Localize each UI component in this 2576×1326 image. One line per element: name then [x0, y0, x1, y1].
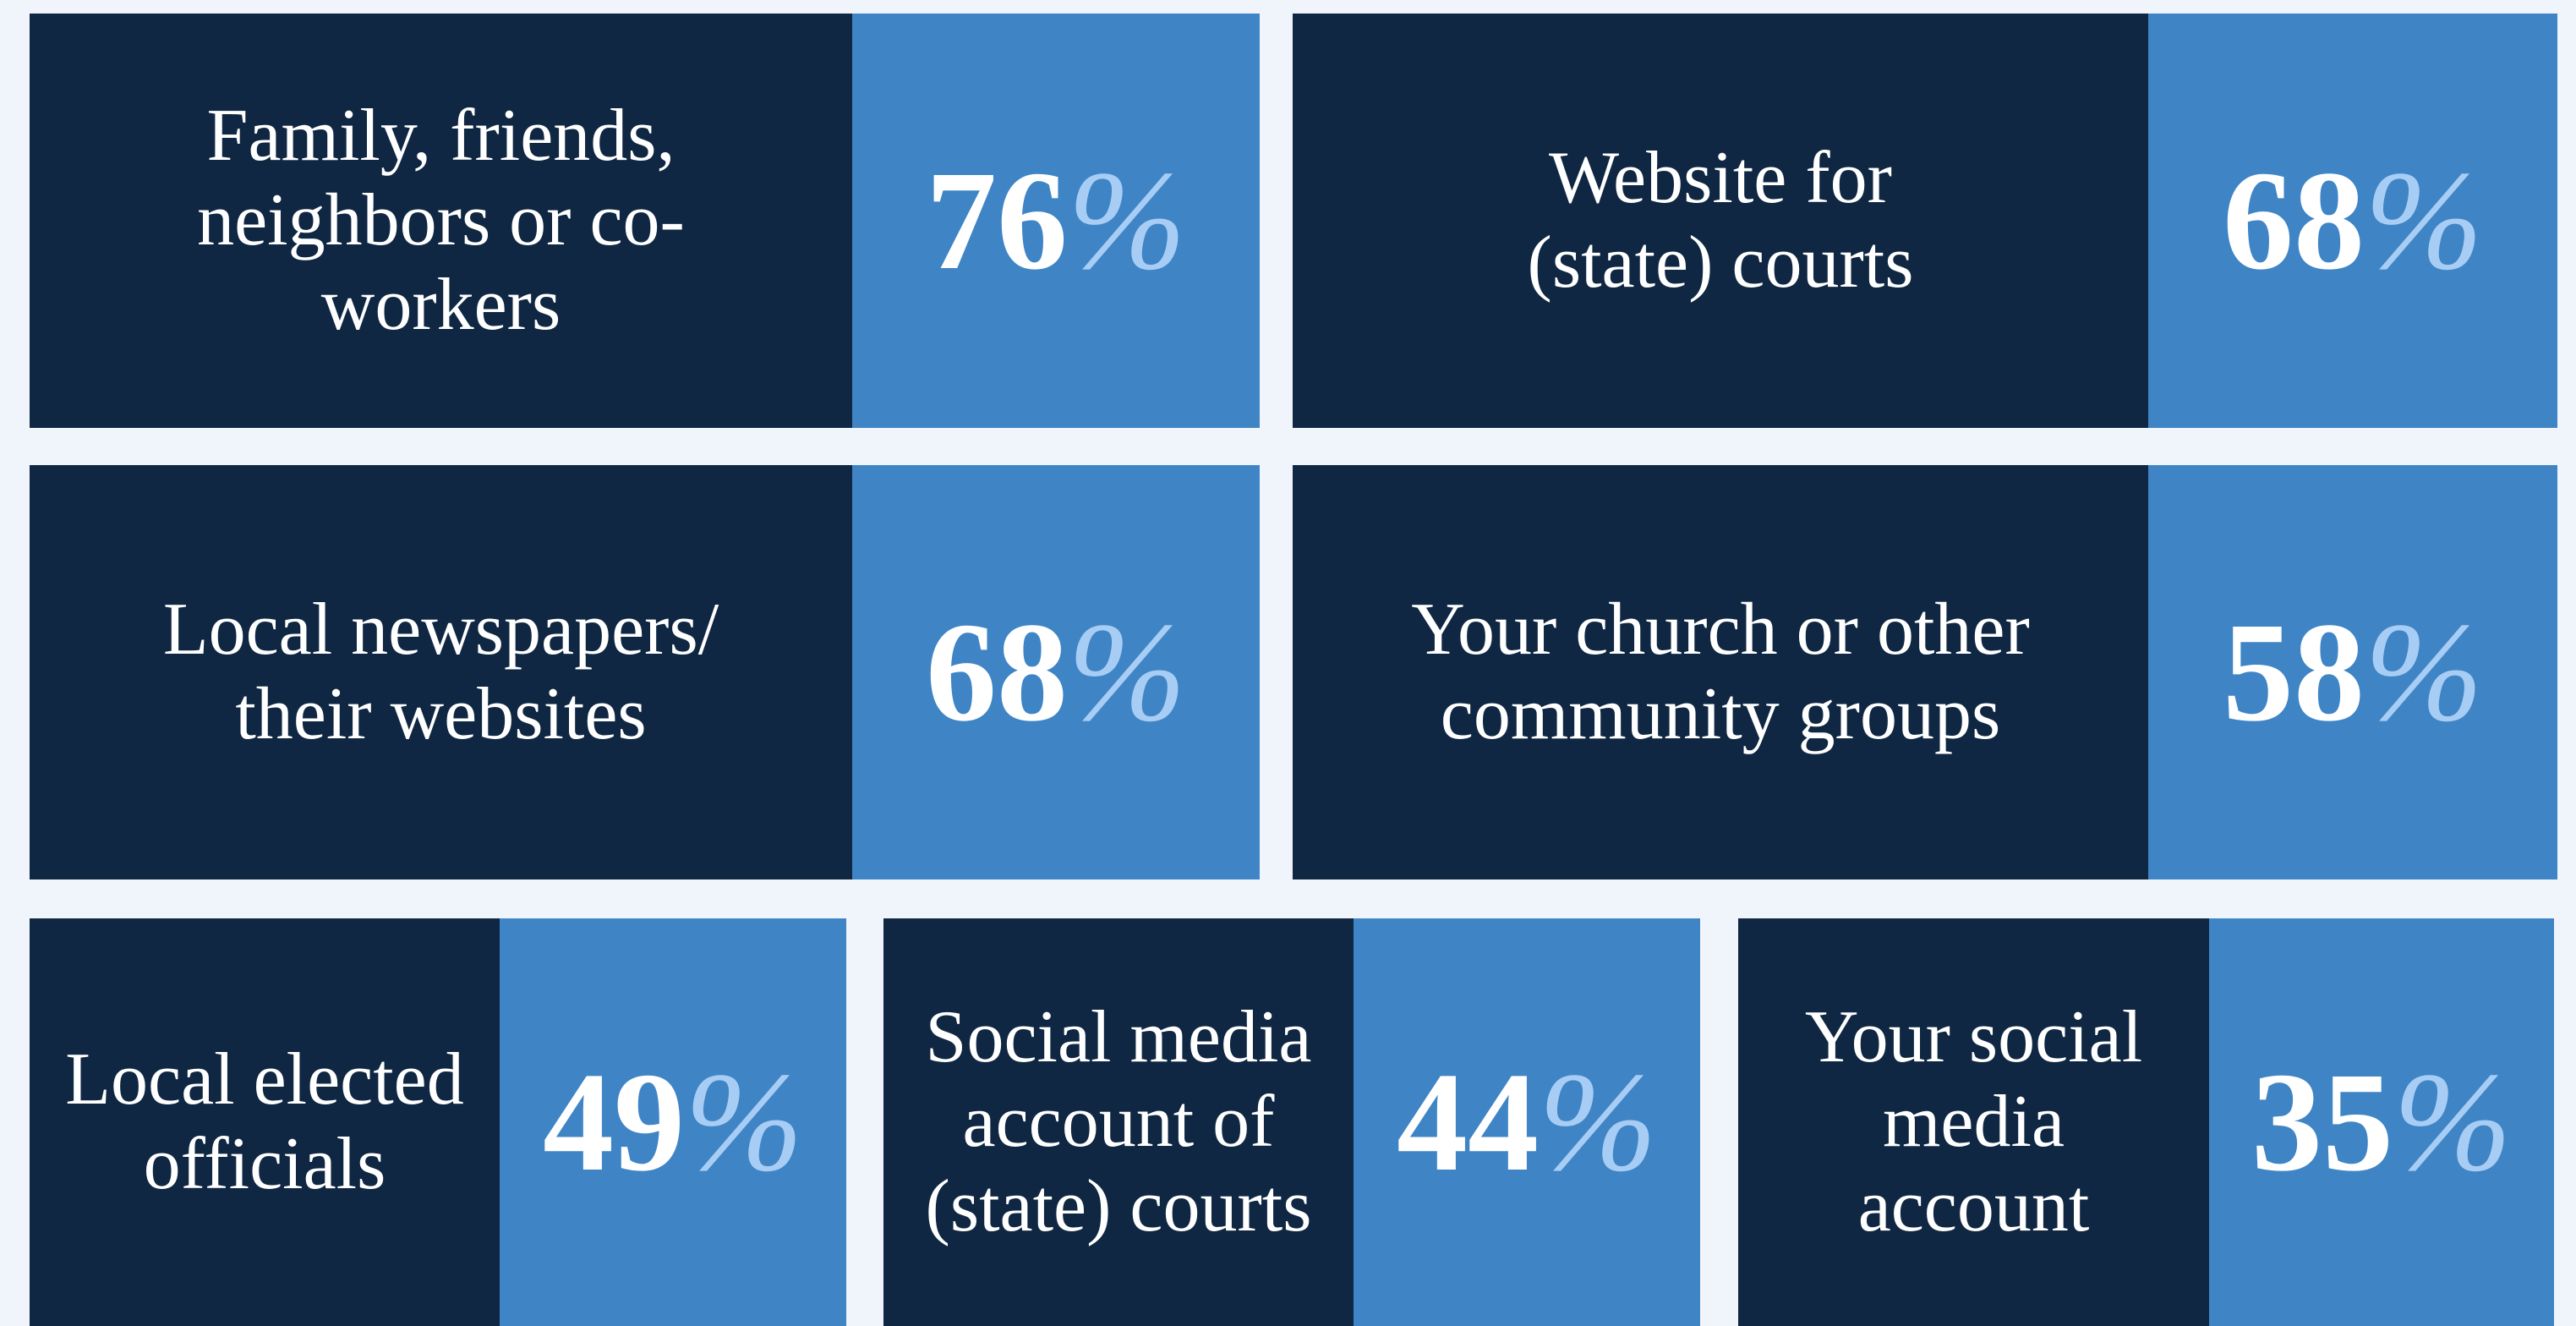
- stat-card: Social media account of (state) courts 44…: [883, 918, 1700, 1326]
- value-panel: 76%: [852, 14, 1260, 428]
- stat-label: Your church or other community groups: [1411, 589, 2030, 755]
- value-number: 68: [2223, 141, 2365, 299]
- stat-card: Local elected officials 49%: [30, 918, 846, 1326]
- label-panel: Local elected officials: [30, 918, 500, 1326]
- value-unit: %: [1068, 141, 1186, 299]
- stat-value: 68%: [926, 591, 1186, 754]
- stat-label: Family, friends, neighbors or co-workers: [197, 95, 685, 346]
- stat-card: Your church or other community groups 58%: [1293, 465, 2557, 879]
- stat-card: Your social media account 35%: [1738, 918, 2554, 1326]
- value-number: 44: [1397, 1043, 1540, 1201]
- stat-value: 58%: [2223, 591, 2483, 754]
- value-unit: %: [2365, 141, 2483, 299]
- stat-label: Local elected officials: [65, 1038, 464, 1205]
- stat-value: 35%: [2251, 1041, 2512, 1204]
- value-panel: 44%: [1354, 918, 1700, 1326]
- value-unit: %: [2365, 593, 2483, 751]
- label-panel: Website for (state) courts: [1293, 14, 2148, 428]
- stat-value: 44%: [1397, 1041, 1657, 1204]
- label-panel: Local newspapers/ their websites: [30, 465, 852, 879]
- value-number: 76: [926, 141, 1069, 299]
- stat-value: 68%: [2223, 140, 2483, 303]
- value-unit: %: [1068, 593, 1186, 751]
- value-number: 68: [926, 593, 1069, 751]
- stat-label: Local newspapers/ their websites: [162, 589, 719, 755]
- stat-value: 49%: [543, 1041, 803, 1204]
- value-unit: %: [2393, 1043, 2512, 1201]
- stat-card: Local newspapers/ their websites 68%: [30, 465, 1260, 879]
- value-number: 35: [2251, 1043, 2394, 1201]
- stat-label: Your social media account: [1804, 996, 2143, 1247]
- value-number: 49: [543, 1043, 686, 1201]
- value-panel: 68%: [2148, 14, 2557, 428]
- value-panel: 58%: [2148, 465, 2557, 879]
- stat-label: Social media account of (state) courts: [925, 996, 1312, 1247]
- label-panel: Social media account of (state) courts: [883, 918, 1354, 1326]
- value-unit: %: [685, 1043, 803, 1201]
- stat-label: Website for (state) courts: [1527, 137, 1914, 304]
- stat-value: 76%: [926, 140, 1186, 303]
- label-panel: Your social media account: [1738, 918, 2209, 1326]
- value-number: 58: [2223, 593, 2365, 751]
- stat-card: Family, friends, neighbors or co-workers…: [30, 14, 1260, 428]
- label-panel: Your church or other community groups: [1293, 465, 2148, 879]
- label-panel: Family, friends, neighbors or co-workers: [30, 14, 852, 428]
- stat-card: Website for (state) courts 68%: [1293, 14, 2557, 428]
- value-unit: %: [1539, 1043, 1657, 1201]
- value-panel: 68%: [852, 465, 1260, 879]
- value-panel: 49%: [500, 918, 846, 1326]
- value-panel: 35%: [2209, 918, 2554, 1326]
